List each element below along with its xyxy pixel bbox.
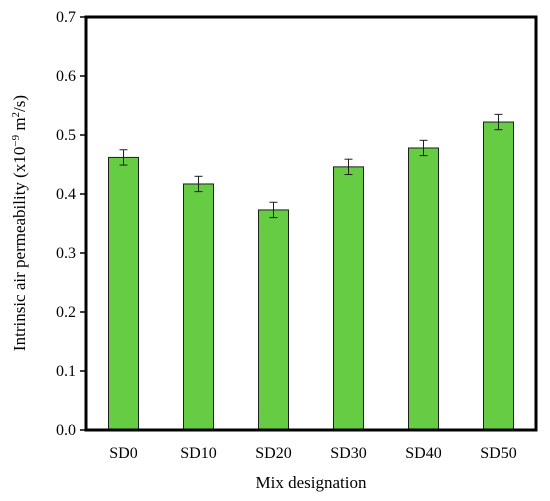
y-tick-label: 0.5 xyxy=(56,127,76,144)
bar-sd50 xyxy=(483,121,514,431)
x-tick-label: SD50 xyxy=(480,445,516,462)
plot-area-frame xyxy=(84,15,538,432)
bars-group xyxy=(108,121,514,431)
y-axis-title-unit-exponent: 2 xyxy=(10,112,22,118)
y-axis-title-main: Intrinsic air permeability (x10 xyxy=(10,147,29,351)
x-axis-title: Mix designation xyxy=(256,473,367,492)
y-tick-label: 0.6 xyxy=(56,68,76,85)
y-axis: 0.0 0.1 0.2 0.3 0.4 0.5 0.6 0.7 xyxy=(56,9,86,439)
y-tick-label: 0.4 xyxy=(56,186,76,203)
y-axis-title-end: /s) xyxy=(10,95,29,112)
y-axis-title-exponent: −9 xyxy=(10,134,22,146)
y-tick-label: 0.2 xyxy=(56,304,76,321)
x-axis: SD0 SD10 SD20 SD30 SD40 SD50 xyxy=(109,445,516,462)
error-bars-group xyxy=(119,113,503,219)
x-tick-label: SD0 xyxy=(109,445,137,462)
x-tick-label: SD40 xyxy=(405,445,441,462)
y-tick-label: 0.7 xyxy=(56,9,76,26)
bar-sd0 xyxy=(108,156,139,431)
x-tick-label: SD10 xyxy=(180,445,216,462)
bar-sd30 xyxy=(333,166,364,431)
bar-sd10 xyxy=(183,183,214,431)
x-tick-label: SD20 xyxy=(255,445,291,462)
y-tick-label: 0.0 xyxy=(56,422,76,439)
y-axis-title: Intrinsic air permeability (x10−9 m2/s) xyxy=(10,95,29,351)
y-axis-title-unit: m xyxy=(10,117,29,134)
y-tick-label: 0.3 xyxy=(56,245,76,262)
y-tick-label: 0.1 xyxy=(56,363,76,380)
bar-sd40 xyxy=(408,147,439,431)
x-tick-label: SD30 xyxy=(330,445,366,462)
bar-sd20 xyxy=(258,209,289,431)
